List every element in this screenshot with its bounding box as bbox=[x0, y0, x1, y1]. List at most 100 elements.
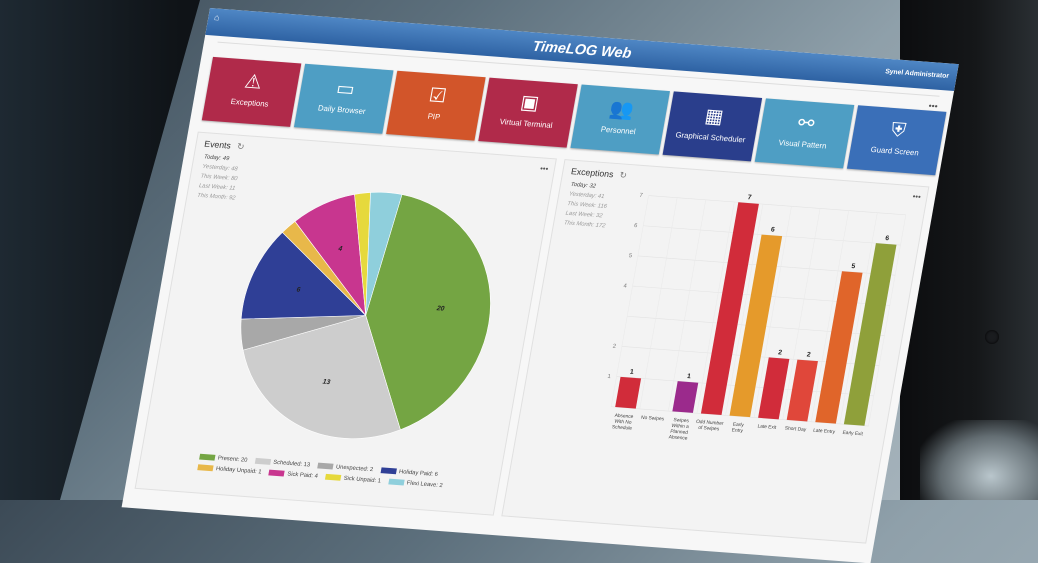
bar[interactable] bbox=[672, 381, 699, 413]
tile-label: Virtual Terminal bbox=[499, 117, 554, 130]
legend-item[interactable]: Sick Unpaid: 1 bbox=[325, 473, 382, 484]
legend-label: Scheduled: 13 bbox=[272, 459, 311, 469]
tile-visual-pattern[interactable]: ⚯ Visual Pattern bbox=[754, 98, 855, 169]
legend-label: Holiday Paid: 6 bbox=[398, 469, 439, 478]
x-tick-label: Late Exit bbox=[757, 423, 777, 430]
exceptions-bar-chart: 1 2 4 5 6 7 1 AbsenceWith NoSchedule No Swipes 1 S… bbox=[607, 193, 907, 442]
legend-swatch bbox=[325, 473, 342, 481]
bar-data-label: 6 bbox=[885, 235, 890, 242]
pie-slice-scheduled[interactable] bbox=[229, 307, 420, 443]
tile-pip[interactable]: ☑ PIP bbox=[386, 70, 486, 141]
calendar-11-icon: ▦ bbox=[703, 105, 726, 129]
tile-label: Visual Pattern bbox=[777, 138, 828, 151]
x-tick-label: Odd Numberof Swipes bbox=[694, 419, 724, 433]
warning-icon: ⚠ bbox=[242, 71, 264, 94]
pie-data-label: 20 bbox=[435, 305, 445, 313]
tablet-home-button bbox=[985, 330, 999, 344]
y-tick-label: 6 bbox=[634, 223, 638, 229]
legend-swatch bbox=[197, 463, 214, 471]
tile-virtual-terminal[interactable]: ▣ Virtual Terminal bbox=[478, 77, 578, 148]
legend-item[interactable]: Holiday Unpaid: 1 bbox=[197, 463, 262, 476]
events-panel: Events ↻ ••• Today: 49 Yesterday: 48 Thi… bbox=[134, 131, 557, 516]
y-tick-label: 1 bbox=[607, 374, 611, 380]
bar-data-label: 6 bbox=[770, 226, 775, 233]
legend-swatch bbox=[380, 467, 397, 475]
grid-line bbox=[782, 208, 821, 420]
tile-label: Daily Browser bbox=[317, 103, 367, 116]
background-blur bbox=[920, 420, 1038, 500]
pie-slice-holiday-paid[interactable] bbox=[240, 230, 380, 328]
tile-label: Graphical Scheduler bbox=[674, 130, 746, 145]
tile-graphical-scheduler[interactable]: ▦ Graphical Scheduler bbox=[662, 91, 763, 162]
legend-swatch bbox=[317, 462, 334, 470]
grid-line bbox=[696, 201, 735, 414]
pie-data-label: 4 bbox=[337, 245, 343, 252]
legend-label: Holiday Unpaid: 1 bbox=[215, 465, 262, 476]
x-tick-label: No Swipes bbox=[641, 415, 666, 423]
bar[interactable] bbox=[615, 376, 642, 409]
bar-data-label: 7 bbox=[747, 194, 752, 201]
panel-header: Exceptions ↻ bbox=[570, 166, 628, 181]
monitor-cloud-icon: ▣ bbox=[518, 91, 541, 115]
pie-slice-flexi-leave[interactable] bbox=[349, 191, 403, 316]
bar[interactable] bbox=[700, 202, 759, 416]
grid-line bbox=[668, 199, 707, 412]
legend-label: Flexi Leave: 2 bbox=[406, 480, 444, 489]
y-tick-label: 4 bbox=[623, 283, 628, 289]
tiles-more-menu[interactable]: ••• bbox=[927, 100, 939, 112]
legend-label: Present: 20 bbox=[217, 455, 248, 464]
legend-swatch bbox=[388, 478, 405, 486]
bar[interactable] bbox=[843, 243, 897, 426]
events-pie-chart: 20 13 6 4 bbox=[229, 191, 510, 443]
tablet-screen: ⌂ TimeLOG Web Synel Administrator ⚠ Exce… bbox=[121, 8, 959, 563]
bar[interactable] bbox=[729, 234, 783, 418]
bar-data-label: 1 bbox=[629, 369, 634, 376]
legend-swatch bbox=[268, 469, 286, 477]
grid-line bbox=[648, 195, 906, 216]
tile-exceptions[interactable]: ⚠ Exceptions bbox=[201, 56, 302, 127]
panel-menu[interactable]: ••• bbox=[911, 192, 922, 202]
tile-personnel[interactable]: 👥 Personnel bbox=[570, 84, 670, 155]
legend-item[interactable]: Sick Paid: 4 bbox=[268, 469, 319, 479]
bar[interactable] bbox=[758, 357, 790, 420]
legend-swatch bbox=[199, 453, 216, 461]
y-tick-label: 2 bbox=[612, 344, 616, 350]
grid-line bbox=[868, 214, 907, 427]
tile-guard-screen[interactable]: ⛨ Guard Screen bbox=[846, 105, 947, 176]
bar-data-label: 5 bbox=[851, 263, 856, 270]
x-tick-label: Early Exit bbox=[842, 430, 864, 438]
grid-line bbox=[839, 212, 878, 424]
tile-label: PIP bbox=[426, 111, 441, 122]
panel-title: Exceptions bbox=[570, 166, 615, 180]
y-tick-label: 7 bbox=[639, 193, 643, 199]
bar-data-label: 2 bbox=[806, 351, 811, 358]
bar[interactable] bbox=[815, 271, 863, 424]
pie-data-label: 13 bbox=[322, 379, 331, 387]
bar[interactable] bbox=[786, 359, 818, 422]
grid-line bbox=[639, 197, 678, 409]
tile-label: Exceptions bbox=[230, 97, 270, 109]
calendar-check-icon: ☑ bbox=[427, 84, 449, 108]
x-tick-label: EarlyEntry bbox=[731, 422, 745, 435]
grid-line bbox=[753, 206, 792, 418]
y-tick-label: 5 bbox=[628, 253, 632, 259]
tile-daily-browser[interactable]: ▭ Daily Browser bbox=[293, 63, 394, 134]
legend-swatch bbox=[254, 457, 271, 465]
grid-line bbox=[610, 195, 649, 407]
legend-label: Unexpected: 2 bbox=[335, 464, 374, 474]
legend-label: Sick Unpaid: 1 bbox=[343, 475, 382, 484]
x-tick-label: SwipesWithin aPlannedAbsence bbox=[668, 417, 691, 442]
grid-line bbox=[810, 210, 849, 422]
bar-data-label: 1 bbox=[686, 373, 691, 380]
exceptions-panel: Exceptions ↻ ••• Today: 32 Yesterday: 41… bbox=[501, 159, 930, 544]
pie-slice-present[interactable] bbox=[346, 193, 510, 434]
refresh-icon[interactable]: ↻ bbox=[618, 170, 628, 181]
people-icon: 👥 bbox=[608, 98, 636, 122]
pie-data-label: 6 bbox=[296, 287, 301, 294]
legend-item[interactable]: Flexi Leave: 2 bbox=[388, 478, 444, 489]
x-tick-label: Short Day bbox=[784, 426, 807, 434]
pattern-link-icon: ⚯ bbox=[796, 112, 817, 135]
bar-data-label: 2 bbox=[778, 349, 783, 356]
guard-monitor-icon: ⛨ bbox=[889, 119, 908, 142]
x-tick-label: AbsenceWith NoSchedule bbox=[611, 413, 634, 432]
